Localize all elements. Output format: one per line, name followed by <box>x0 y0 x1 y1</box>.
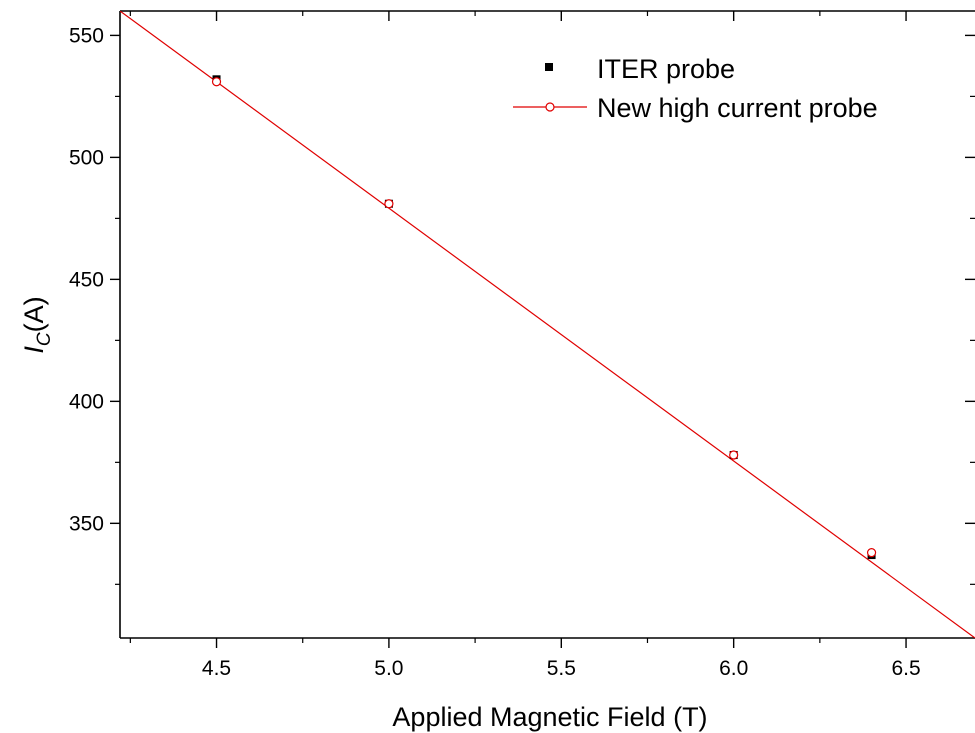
y-tick-label: 450 <box>69 268 104 291</box>
x-tick-label: 4.5 <box>202 657 231 680</box>
new-probe-point <box>729 450 739 460</box>
x-tick-label: 5.5 <box>547 657 576 680</box>
y-tick-label: 500 <box>69 146 104 169</box>
y-axis-title: IC(A) <box>19 296 55 353</box>
y-tick-label: 350 <box>69 512 104 535</box>
axes <box>110 10 975 648</box>
x-axis-title: Applied Magnetic Field (T) <box>392 702 707 732</box>
new-probe-point <box>866 548 877 558</box>
tick-labels: 4.5 5.0 5.5 6.0 6.5 350 400 450 500 550 <box>69 24 921 680</box>
y-tick-label: 550 <box>69 24 104 47</box>
x-tick-label: 5.0 <box>374 657 403 680</box>
legend-label-new-probe: New high current probe <box>597 93 878 123</box>
fit-line <box>120 11 975 638</box>
legend-symbol-iter-probe <box>545 63 553 71</box>
data-marks <box>211 75 877 560</box>
legend: ITER probe New high current probe <box>513 54 878 123</box>
x-tick-label: 6.5 <box>891 657 920 680</box>
y-axis-title-symbol: I <box>19 346 49 354</box>
y-tick-label: 400 <box>69 390 104 413</box>
x-tick-label: 6.0 <box>719 657 748 680</box>
y-axis-title-unit: (A) <box>19 296 49 332</box>
new-probe-point <box>384 199 394 209</box>
y-axis-title-subscript: C <box>34 332 55 346</box>
fit-line-layer <box>120 11 975 638</box>
new-probe-point <box>211 77 222 87</box>
legend-symbol-new-probe <box>545 102 555 112</box>
legend-label-iter-probe: ITER probe <box>597 54 735 84</box>
